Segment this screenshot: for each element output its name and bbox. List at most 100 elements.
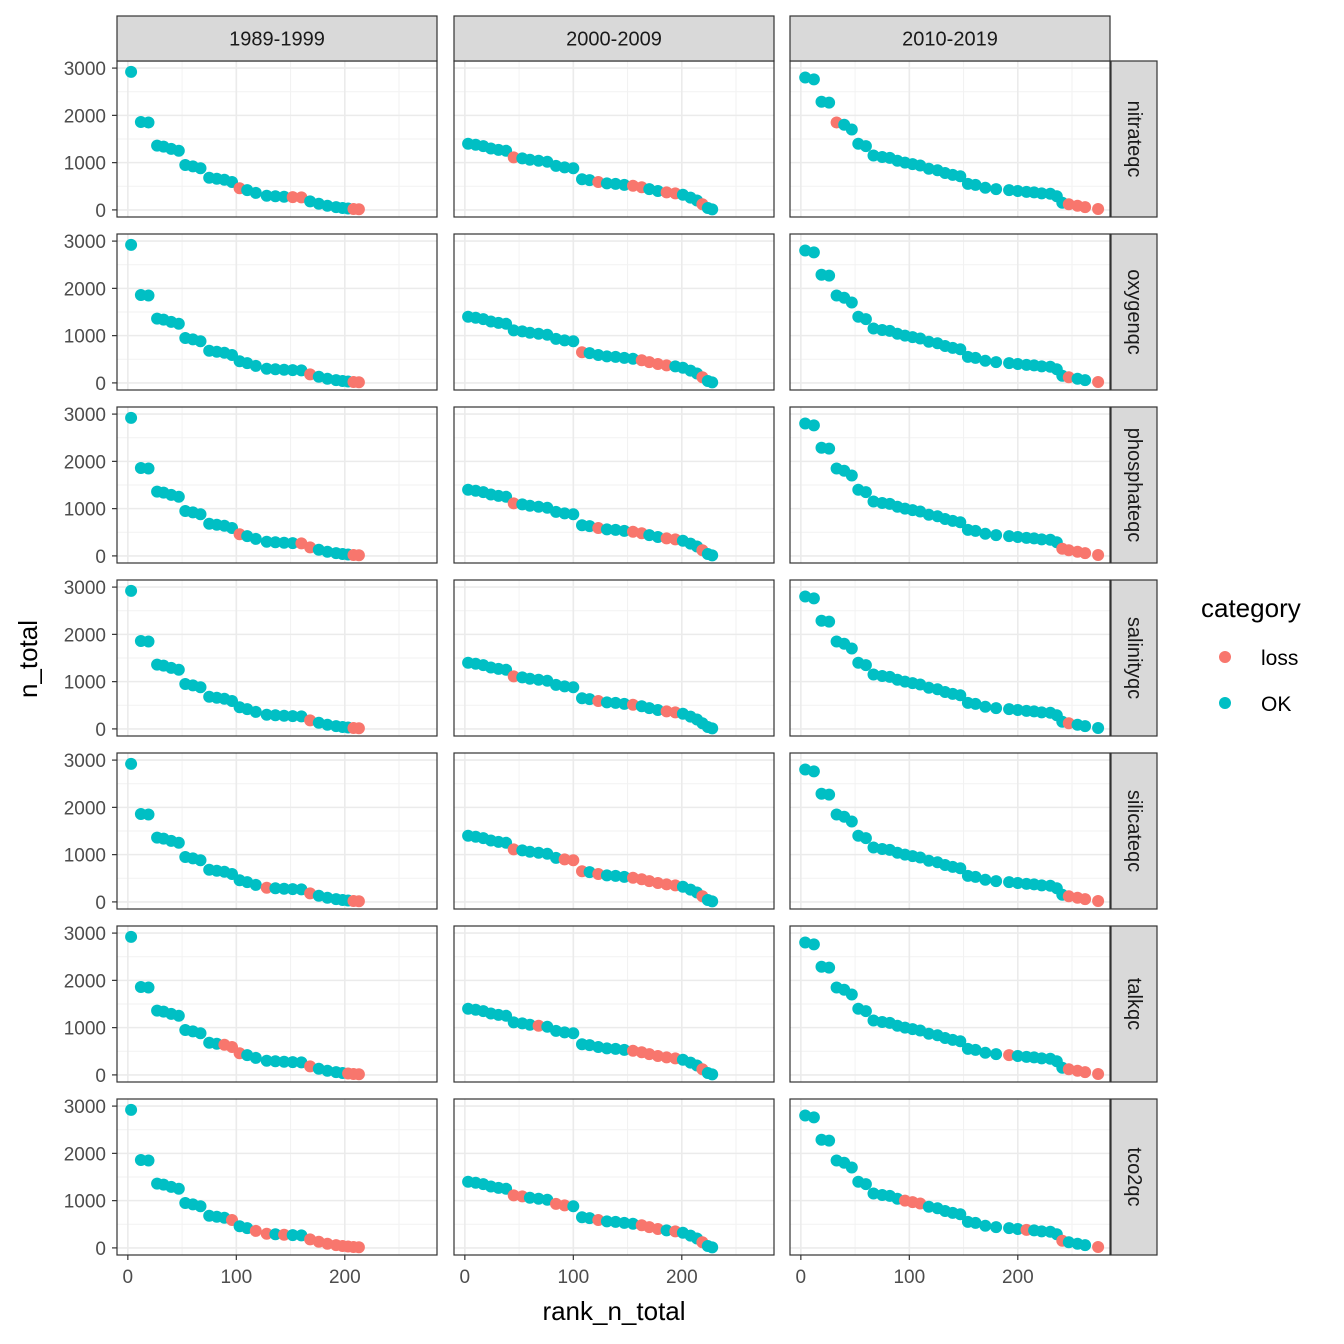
point-ok <box>249 1051 262 1064</box>
point-loss <box>1079 1066 1092 1079</box>
panel-border <box>453 752 775 910</box>
y-tick-label: 2000 <box>64 106 106 127</box>
point-ok <box>286 710 299 723</box>
point-ok <box>618 178 631 191</box>
point-ok <box>969 1043 982 1056</box>
point-ok <box>990 529 1003 542</box>
point-ok <box>194 335 207 348</box>
point-ok <box>618 351 631 364</box>
panel-silicateqc-1989-1999 <box>116 752 438 910</box>
point-loss <box>1092 549 1105 561</box>
panel-tco2qc-2000-2009 <box>453 1098 775 1256</box>
point-ok <box>1011 1223 1024 1235</box>
panel-silicateqc-2000-2009 <box>453 752 775 910</box>
row-strip-background <box>1110 925 1158 1083</box>
point-ok <box>278 709 291 722</box>
point-ok <box>845 296 858 309</box>
point-ok <box>558 334 571 347</box>
point-ok <box>1092 722 1105 734</box>
panel-border <box>116 925 438 1083</box>
panel-nitrateqc-2010-2019 <box>789 60 1111 218</box>
point-ok <box>1011 1050 1024 1062</box>
point-ok <box>979 527 992 540</box>
panel-border <box>116 1098 438 1256</box>
panel-border <box>116 406 438 564</box>
point-ok <box>1035 1225 1048 1238</box>
point-ok <box>823 615 836 628</box>
point-ok <box>954 343 967 356</box>
point-ok <box>532 1192 545 1205</box>
panel-salinityqc-1989-1999 <box>116 579 438 737</box>
panel-border <box>453 406 775 564</box>
point-ok <box>532 500 545 513</box>
point-ok <box>807 419 820 432</box>
x-tick-label: 200 <box>666 1267 698 1288</box>
point-ok <box>125 65 138 78</box>
point-ok <box>618 524 631 537</box>
point-ok <box>954 1208 967 1221</box>
panel-border <box>789 752 1111 910</box>
y-tick-label: 2000 <box>64 971 106 992</box>
axes: 0100020003000010002000300001000200030000… <box>64 59 1034 1288</box>
point-ok <box>1003 357 1016 370</box>
point-loss <box>660 359 673 372</box>
row-strip-nitrateqc: nitrateqc <box>1110 60 1158 218</box>
point-ok <box>807 1111 820 1124</box>
point-loss <box>1003 1049 1016 1062</box>
panel-border <box>453 233 775 391</box>
point-ok <box>1079 1239 1092 1252</box>
panel-salinityqc-2000-2009 <box>453 579 775 737</box>
x-axis-title: rank_n_total <box>542 1296 685 1326</box>
x-tick-label: 100 <box>893 1267 925 1288</box>
point-ok <box>954 862 967 875</box>
legend-label-ok: OK <box>1261 693 1291 716</box>
point-ok <box>859 659 872 672</box>
legend-key-ok <box>1219 697 1231 709</box>
point-ok <box>172 663 185 676</box>
panel-tco2qc-1989-1999 <box>116 1098 438 1256</box>
point-loss <box>660 532 673 545</box>
point-loss <box>660 186 673 199</box>
y-tick-label: 0 <box>95 201 106 222</box>
point-ok <box>269 1055 282 1068</box>
y-tick-label: 3000 <box>64 232 106 253</box>
y-tick-label: 1000 <box>64 154 106 175</box>
point-loss <box>1092 1241 1105 1253</box>
point-ok <box>990 1221 1003 1234</box>
point-ok <box>172 1009 185 1022</box>
point-ok <box>979 873 992 886</box>
y-tick-label: 1000 <box>64 500 106 521</box>
point-ok <box>979 181 992 194</box>
x-tick-label: 200 <box>1002 1267 1034 1288</box>
point-ok <box>1035 1052 1048 1065</box>
point-ok <box>558 507 571 520</box>
y-tick-label: 0 <box>95 547 106 568</box>
point-loss <box>558 853 571 866</box>
point-loss <box>1092 895 1105 907</box>
point-ok <box>859 1005 872 1018</box>
point-ok <box>1011 704 1024 716</box>
point-ok <box>609 350 622 363</box>
point-ok <box>269 709 282 722</box>
point-ok <box>278 363 291 376</box>
column-strip-label: 1989-1999 <box>229 29 325 51</box>
point-ok <box>969 524 982 537</box>
point-ok <box>706 1068 719 1081</box>
point-loss <box>558 1199 571 1212</box>
point-ok <box>1011 531 1024 543</box>
point-loss <box>286 191 299 204</box>
y-tick-label: 2000 <box>64 625 106 646</box>
y-tick-label: 2000 <box>64 1144 106 1165</box>
y-tick-label: 0 <box>95 1239 106 1260</box>
panel-talkqc-2010-2019 <box>789 925 1111 1083</box>
point-ok <box>194 1200 207 1213</box>
point-ok <box>807 73 820 86</box>
point-ok <box>1003 703 1016 716</box>
point-ok <box>567 681 580 694</box>
point-ok <box>609 869 622 882</box>
point-ok <box>845 642 858 655</box>
point-ok <box>859 140 872 153</box>
point-ok <box>609 1042 622 1055</box>
point-ok <box>859 832 872 845</box>
point-ok <box>1035 879 1048 892</box>
